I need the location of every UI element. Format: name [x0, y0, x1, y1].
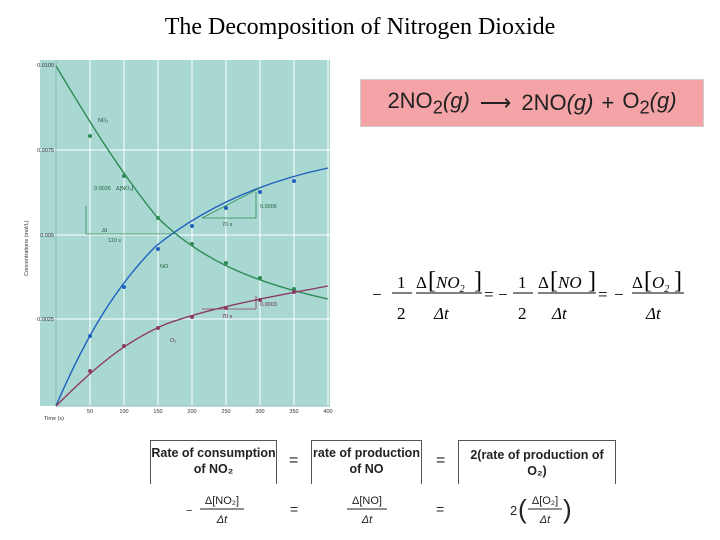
frac1-den: Δt: [216, 514, 228, 526]
x-tick-label: 350: [289, 409, 298, 415]
no2-points: [88, 134, 296, 291]
label-70s-a: 70 s: [222, 222, 233, 228]
y-tick-label: 0.0025: [37, 317, 54, 323]
frac1-num: Δ[NO₂]: [205, 495, 239, 507]
frac3-coef: 2: [510, 503, 517, 518]
equals-sign: =: [289, 452, 299, 469]
no-points: [88, 179, 296, 338]
delta-t: Δt: [645, 304, 662, 323]
x-tick-label: 50: [87, 409, 93, 415]
x-axis-label: Time (s): [44, 416, 64, 422]
frac3-num: Δ[O₂]: [532, 495, 558, 507]
rate-consumption-box: Rate of consumption of NO₂: [150, 440, 277, 484]
coef-numerator: 1: [518, 273, 527, 292]
label-70s-b: 70 s: [222, 314, 233, 320]
minus-sign: −: [614, 285, 624, 304]
rate-production-o2-box: 2(rate of production of O₂): [458, 440, 616, 484]
close-bracket: ]: [674, 268, 682, 294]
paren-close: ): [563, 494, 572, 524]
close-bracket: ]: [474, 268, 482, 294]
box-line: Rate of consumption: [151, 446, 276, 460]
reaction-equation: 2NO2(g) ⟶ 2NO(g) + O2(g): [360, 79, 704, 127]
box-line: of NO: [349, 462, 384, 476]
no-slope-triangle: [201, 187, 261, 219]
equals-sign: =: [436, 501, 444, 517]
open-bracket: [: [644, 268, 652, 294]
frac2-den: Δt: [361, 514, 373, 526]
label-no: NO: [160, 264, 169, 270]
y-tick-label: 0.0100: [37, 63, 54, 69]
delta-symbol: Δ: [538, 273, 549, 292]
label-110s: 110 s: [108, 238, 121, 244]
x-tick-label: 400: [323, 409, 332, 415]
close-bracket: ]: [588, 268, 596, 294]
frac3-den: Δt: [539, 514, 551, 526]
equals-sign: =: [436, 452, 446, 469]
paren-open: (: [518, 494, 527, 524]
box-line: 2(rate of production of O₂): [470, 448, 604, 478]
minus-sign: −: [372, 285, 382, 304]
x-tick-label: 100: [119, 409, 128, 415]
label-d-no2: 0.0026: [94, 186, 111, 192]
label-o2: O₂: [170, 338, 176, 344]
concentration-graph: 0.0100 0.0075 0.005 0.0025 Concentration…: [24, 60, 333, 422]
delta-t: Δt: [551, 304, 568, 323]
differential-rate-equation: − Δ[NO₂] Δt = Δ[NO] Δt = 2 ( Δ[O₂] Δt ): [186, 494, 572, 526]
coef-denominator: 2: [518, 304, 527, 323]
reaction-arrow-icon: ⟶: [479, 90, 512, 115]
equals-sign: =: [290, 501, 298, 517]
open-bracket: [: [428, 268, 436, 294]
no-curve: [55, 167, 329, 407]
x-tick-label: 150: [153, 409, 162, 415]
equals-sign: =: [598, 285, 608, 304]
species-o2: O2: [652, 273, 669, 295]
no2-curve: [55, 65, 329, 300]
label-0006: 0.0006: [260, 204, 277, 210]
slide-title: The Decomposition of Nitrogen Dioxide: [164, 14, 556, 40]
graph-background: [40, 60, 330, 406]
box-line: of NO₂: [193, 462, 234, 476]
x-tick-label: 300: [255, 409, 264, 415]
plus-sign: +: [601, 90, 615, 115]
reactant: 2NO2(g): [387, 87, 470, 118]
o2-curve: [55, 285, 329, 407]
delta-t: Δt: [433, 304, 450, 323]
species-no: NO: [557, 273, 582, 292]
label-0003: 0.0003: [260, 302, 277, 308]
species-no2: NO2: [435, 273, 465, 295]
product-no: 2NO(g): [521, 90, 594, 115]
no2-tangent: [85, 206, 176, 235]
x-tick-label: 200: [187, 409, 196, 415]
graph-grid: [40, 60, 330, 406]
x-tick-label: 250: [221, 409, 230, 415]
rate-production-no-box: rate of production of NO: [311, 440, 422, 484]
frac2-num: Δ[NO]: [352, 495, 382, 507]
o2-slope-triangle: [202, 296, 257, 310]
y-tick-label: 0.0075: [37, 148, 54, 154]
delta-symbol: Δ: [632, 273, 643, 292]
y-axis-label: Concentrations (mol/L): [24, 220, 30, 276]
minus-sign: −: [498, 285, 508, 304]
label-no2: NO₂: [98, 118, 108, 124]
coef-denominator: 2: [397, 304, 406, 323]
coef-numerator: 1: [397, 273, 406, 292]
y-tick-label: 0.005: [40, 233, 54, 239]
rate-equation: − 1 2 Δ [ NO2 ] Δt = − 1 2 Δ [ NO ] Δt =…: [372, 268, 684, 323]
minus-sign: −: [186, 505, 192, 517]
open-bracket: [: [550, 268, 558, 294]
label-delta-no2: Δ[NO₂]: [116, 186, 134, 192]
equals-sign: =: [484, 285, 494, 304]
product-o2: O2(g): [622, 87, 677, 118]
label-delta-t: Δt: [102, 228, 108, 234]
box-line: rate of production: [313, 446, 420, 460]
delta-symbol: Δ: [416, 273, 427, 292]
